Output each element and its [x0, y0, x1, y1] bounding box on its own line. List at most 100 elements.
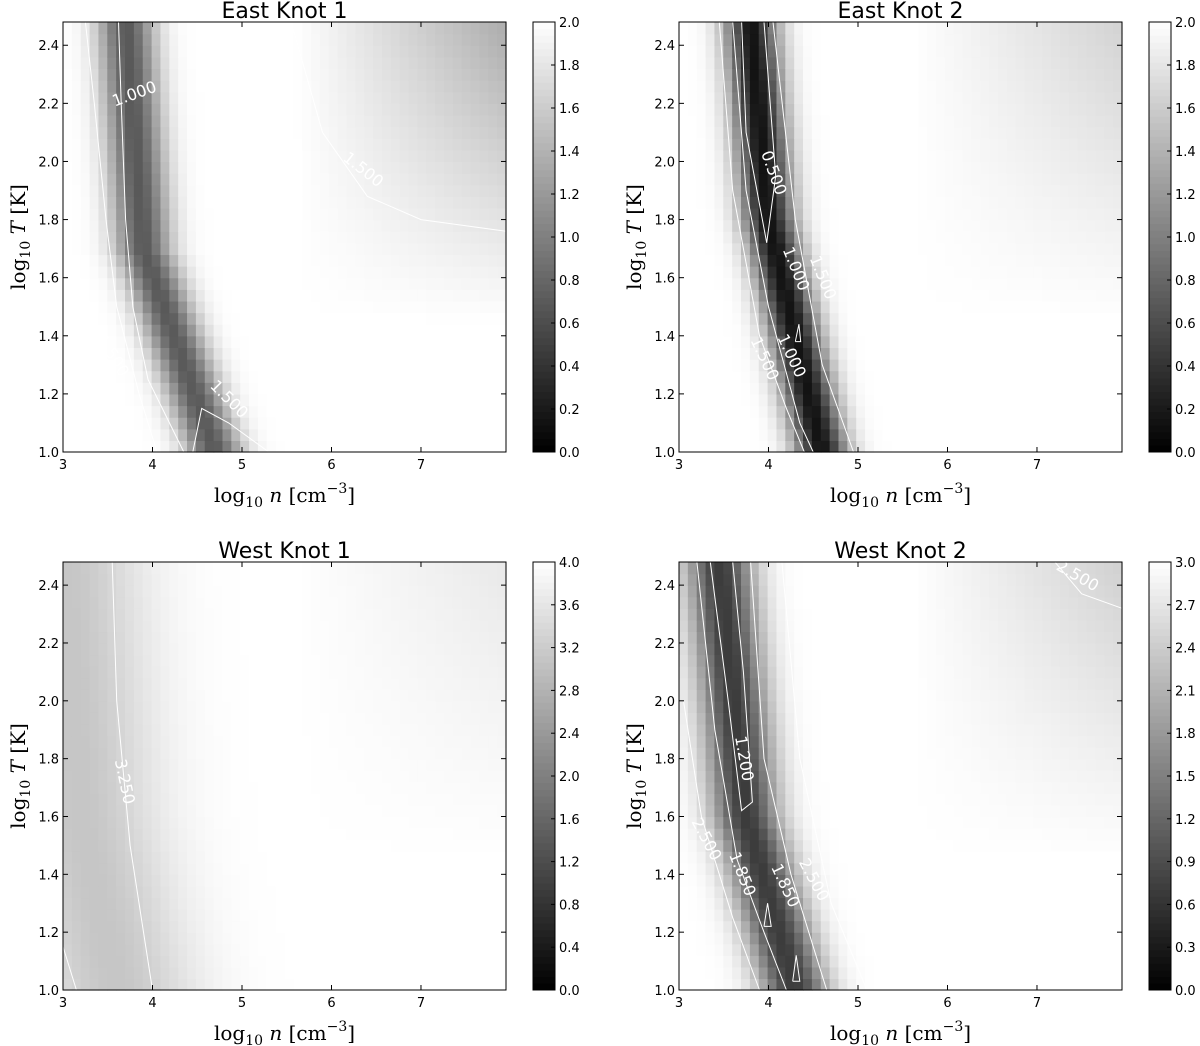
- heatmap-cell: [820, 266, 831, 279]
- heatmap-cell: [705, 312, 716, 325]
- heatmap-cell: [1077, 184, 1088, 197]
- heatmap-cell: [989, 254, 999, 267]
- heatmap-cell: [222, 184, 232, 197]
- heatmap-cell: [71, 103, 82, 116]
- heatmap-cell: [399, 254, 410, 267]
- heatmap-cell: [435, 126, 445, 139]
- heatmap-cell: [98, 126, 108, 139]
- heatmap-cell: [989, 277, 999, 290]
- heatmap-cell: [479, 138, 489, 151]
- heatmap-cell: [497, 370, 507, 383]
- heatmap-cell: [856, 103, 866, 116]
- heatmap-cell: [178, 631, 188, 644]
- heatmap-cell: [980, 417, 990, 430]
- heatmap-cell: [213, 816, 224, 829]
- heatmap-cell: [435, 231, 445, 244]
- heatmap-cell: [187, 417, 197, 430]
- heatmap-cell: [1033, 359, 1043, 372]
- heatmap-cell: [302, 393, 312, 407]
- heatmap-cell: [151, 80, 162, 93]
- heatmap-cell: [204, 184, 215, 197]
- heatmap-cell: [1015, 114, 1026, 128]
- heatmap-cell: [408, 231, 418, 244]
- heatmap-cell: [989, 219, 999, 232]
- heatmap-cell: [319, 173, 330, 186]
- heatmap-cell: [741, 138, 751, 151]
- heatmap-cell: [1051, 91, 1061, 104]
- heatmap-cell: [178, 851, 188, 864]
- heatmap-cell: [355, 22, 365, 35]
- heatmap-cell: [811, 103, 822, 116]
- heatmap-cell: [479, 161, 489, 174]
- heatmap-cell: [918, 359, 928, 372]
- heatmap-cell: [426, 277, 436, 290]
- heatmap-cell: [231, 184, 241, 197]
- heatmap-cell: [820, 80, 831, 93]
- heatmap-cell: [381, 114, 392, 128]
- heatmap-cell: [302, 173, 312, 186]
- heatmap-cell: [927, 289, 937, 302]
- heatmap-cell: [240, 405, 250, 418]
- heatmap-cell: [373, 80, 383, 93]
- heatmap-cell: [971, 22, 981, 35]
- heatmap-cell: [151, 347, 162, 360]
- heatmap-cell: [723, 300, 733, 314]
- heatmap-cell: [142, 347, 153, 360]
- heatmap-cell: [776, 405, 786, 418]
- heatmap-cell: [284, 207, 294, 221]
- heatmap-cell: [89, 596, 100, 609]
- colorbar-step: [533, 331, 555, 339]
- heatmap-cell: [803, 405, 813, 418]
- heatmap-cell: [497, 56, 507, 70]
- heatmap-cell: [222, 312, 232, 325]
- heatmap-cell: [266, 312, 277, 325]
- heatmap-cell: [337, 219, 348, 232]
- heatmap-cell: [80, 723, 91, 737]
- heatmap-cell: [240, 874, 250, 887]
- heatmap-cell: [107, 966, 117, 980]
- heatmap-cell: [80, 885, 91, 899]
- heatmap-cell: [803, 231, 813, 244]
- heatmap-cell: [1033, 68, 1043, 81]
- heatmap-cell: [829, 173, 840, 186]
- heatmap-cell: [125, 770, 135, 783]
- heatmap-cell: [275, 103, 286, 116]
- heatmap-cell: [811, 231, 822, 244]
- heatmap-cell: [257, 393, 268, 407]
- heatmap-cell: [346, 22, 356, 35]
- heatmap-cell: [953, 231, 964, 244]
- heatmap-cell: [231, 689, 241, 702]
- heatmap-cell: [240, 184, 250, 197]
- heatmap-cell: [865, 22, 875, 35]
- heatmap-cell: [479, 266, 489, 279]
- heatmap-cell: [187, 932, 197, 945]
- heatmap-cell: [838, 359, 848, 372]
- heatmap-cell: [443, 45, 454, 58]
- heatmap-cell: [107, 114, 117, 128]
- heatmap-cell: [187, 642, 197, 656]
- heatmap-cell: [488, 242, 498, 256]
- heatmap-cell: [195, 417, 206, 430]
- heatmap-cell: [838, 289, 848, 302]
- heatmap-cell: [204, 428, 215, 441]
- heatmap-cell: [187, 161, 197, 174]
- heatmap-cell: [1068, 440, 1079, 453]
- heatmap-cell: [900, 417, 910, 430]
- heatmap-cell: [811, 33, 822, 46]
- heatmap-cell: [178, 689, 188, 702]
- heatmap-cell: [231, 254, 241, 267]
- heatmap-cell: [204, 114, 215, 128]
- heatmap-cell: [222, 747, 232, 760]
- heatmap-cell: [195, 347, 206, 360]
- heatmap-cell: [1015, 242, 1026, 256]
- heatmap-cell: [962, 184, 972, 197]
- heatmap-cell: [204, 839, 215, 852]
- heatmap-cell: [767, 45, 778, 58]
- heatmap-cell: [319, 347, 330, 360]
- heatmap-cell: [80, 839, 91, 852]
- heatmap-cell: [696, 300, 707, 314]
- heatmap-cell: [1086, 207, 1097, 221]
- heatmap-cell: [63, 874, 73, 887]
- heatmap-cell: [381, 184, 392, 197]
- colorbar-step: [533, 351, 555, 359]
